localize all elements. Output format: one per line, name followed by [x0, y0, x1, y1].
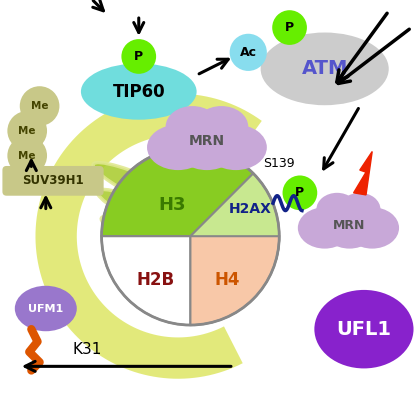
Ellipse shape [314, 290, 413, 368]
Text: H2AX: H2AX [229, 202, 272, 217]
Circle shape [20, 86, 59, 126]
Wedge shape [102, 236, 191, 325]
Wedge shape [191, 236, 279, 325]
Wedge shape [102, 148, 253, 236]
Text: UFL1: UFL1 [336, 320, 391, 339]
FancyBboxPatch shape [3, 166, 104, 196]
Ellipse shape [339, 193, 380, 226]
Text: MRN: MRN [189, 134, 225, 148]
Text: Me: Me [31, 101, 48, 111]
Ellipse shape [166, 106, 219, 148]
Text: Me: Me [18, 126, 36, 136]
Text: MRN: MRN [333, 219, 366, 232]
Ellipse shape [261, 33, 389, 105]
Circle shape [229, 34, 267, 71]
Ellipse shape [345, 207, 399, 249]
Ellipse shape [101, 216, 251, 289]
Text: H3: H3 [158, 196, 186, 214]
Ellipse shape [323, 207, 376, 249]
Ellipse shape [93, 163, 242, 235]
Circle shape [121, 39, 156, 74]
Ellipse shape [194, 106, 248, 148]
Text: P: P [296, 186, 304, 199]
Ellipse shape [176, 125, 238, 170]
Ellipse shape [147, 125, 209, 170]
Text: Ac: Ac [240, 46, 257, 59]
Text: K31: K31 [72, 342, 102, 357]
Polygon shape [36, 94, 262, 379]
Polygon shape [354, 151, 372, 195]
Text: UFM1: UFM1 [28, 303, 64, 314]
Text: P: P [285, 21, 294, 34]
Text: SUV39H1: SUV39H1 [23, 174, 84, 187]
Text: TIP60: TIP60 [112, 83, 165, 101]
Circle shape [272, 10, 307, 45]
Text: H2B: H2B [136, 270, 174, 288]
Text: Me: Me [18, 150, 36, 161]
Text: P: P [134, 50, 143, 63]
Text: S139: S139 [263, 158, 294, 171]
Ellipse shape [316, 193, 358, 226]
Ellipse shape [15, 286, 77, 331]
Circle shape [8, 111, 47, 150]
Text: ATM: ATM [301, 59, 348, 78]
Circle shape [8, 136, 47, 176]
Ellipse shape [81, 64, 196, 120]
Circle shape [283, 176, 317, 210]
Ellipse shape [97, 189, 247, 263]
Text: H4: H4 [215, 270, 240, 288]
Wedge shape [191, 173, 279, 259]
Ellipse shape [298, 207, 352, 249]
Ellipse shape [205, 125, 267, 170]
